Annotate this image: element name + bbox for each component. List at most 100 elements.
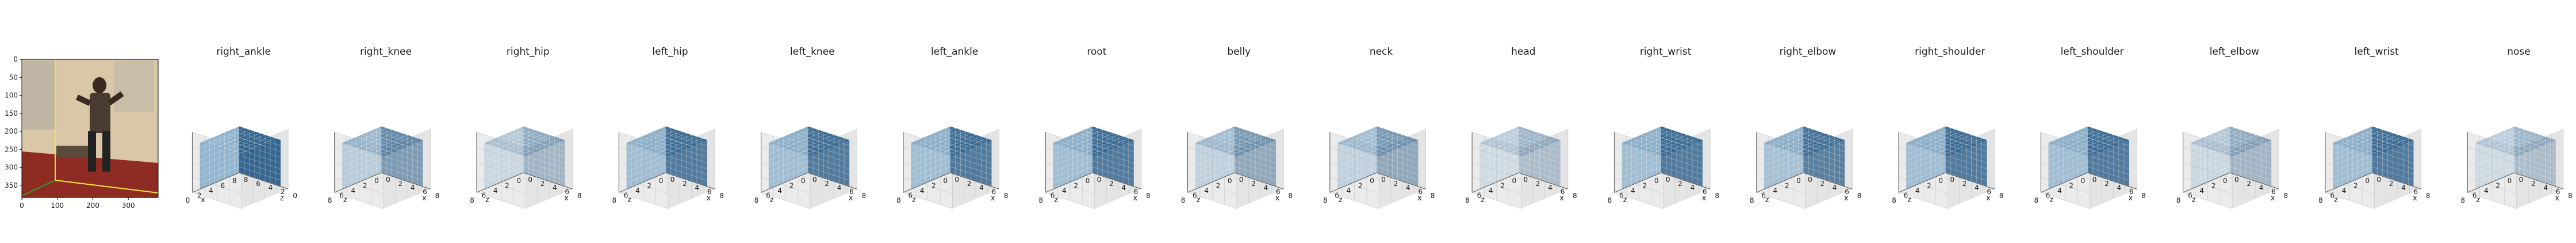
bottom-axis-label: z — [912, 196, 916, 204]
voxel-grid-line — [2058, 138, 2100, 153]
right-axis-tick: 2 — [2104, 180, 2109, 188]
y-tick-label: 0 — [13, 55, 18, 63]
voxel-front-face — [2230, 126, 2272, 187]
grid-line — [2183, 132, 2233, 149]
axis-line-right — [1092, 172, 1142, 189]
voxel-left-face — [2475, 126, 2514, 189]
voxel-grid-line — [351, 138, 394, 153]
bottom-axis-tick: 0 — [2365, 177, 2370, 185]
bottom-axis-tick: 8 — [232, 177, 237, 185]
right-axis-tick: 4 — [695, 184, 699, 192]
voxel-grid-line — [1519, 155, 1561, 169]
joint-title: root — [1087, 46, 1106, 58]
right-axis-tick: 8 — [1857, 192, 1862, 200]
voxel-grid-line — [239, 149, 281, 164]
voxel-grid-line — [209, 138, 251, 153]
axis-line-bottom — [903, 172, 950, 193]
voxel-grid-line — [626, 143, 666, 161]
axis-line-right — [949, 172, 999, 189]
voxel-grid-line — [239, 138, 281, 152]
voxel-grid-line — [1053, 132, 1092, 149]
voxel-grid-line — [808, 132, 850, 146]
axis-line-bottom — [1329, 172, 1377, 193]
voxel-grid-line — [631, 128, 672, 145]
grid-line — [476, 147, 526, 164]
voxel-grid-line — [1916, 138, 1958, 153]
voxel-grid-line — [1621, 155, 1662, 172]
right-axis-label: x — [1559, 194, 1564, 203]
bottom-axis-tick: 4 — [2484, 187, 2489, 195]
voxel-grid-line — [783, 136, 825, 151]
bottom-axis-tick: 0 — [1228, 177, 1232, 185]
voxel-grid-line — [1377, 155, 1419, 169]
bottom-axis-tick: 0 — [374, 177, 379, 185]
bottom-axis-tick: 6 — [2188, 192, 2192, 200]
joint-title: right_elbow — [1780, 46, 1837, 58]
voxel-grid-line — [925, 136, 967, 151]
voxel-grid-line — [2514, 138, 2556, 152]
voxel-grid-line — [2216, 134, 2256, 152]
voxel-grid-line — [2372, 166, 2414, 181]
y-tick-label: 50 — [9, 73, 18, 81]
voxel-grid-line — [371, 130, 413, 145]
bottom-axis-tick: 6 — [2046, 192, 2050, 200]
voxel-grid-line — [642, 131, 682, 149]
voxel-grid-line — [2087, 132, 2130, 146]
voxel-top-face — [2190, 126, 2272, 157]
voxel-grid-line — [915, 128, 956, 145]
bottom-axis-tick: 6 — [2330, 192, 2334, 200]
voxel-grid-line — [1226, 136, 1266, 154]
axis-line-bottom — [476, 172, 524, 193]
voxel-grid-line — [1911, 141, 1953, 155]
voxel-grid-line — [1229, 128, 1271, 143]
bottom-axis-tick: 4 — [1489, 187, 1493, 195]
voxel-grid-line — [381, 149, 423, 164]
photo-wall-panel — [114, 60, 154, 112]
voxel-grid-line — [1764, 161, 1804, 178]
bottom-axis-tick: 4 — [209, 187, 213, 195]
right-axis-tick: 8 — [435, 192, 440, 200]
voxel-grid-line — [2372, 143, 2414, 158]
bottom-axis-tick: 8 — [2034, 196, 2039, 204]
voxel-grid-line — [1940, 128, 1983, 143]
right-axis-tick: 4 — [411, 184, 415, 192]
voxel-grid-line — [1195, 143, 1235, 161]
voxel-top-face — [1479, 126, 1561, 157]
voxel-grid-line — [1519, 149, 1561, 164]
voxel-grid-line — [367, 134, 408, 152]
axis-line-right — [665, 172, 715, 189]
voxel-grid-line — [1769, 141, 1811, 155]
voxel-grid-line — [1234, 149, 1276, 164]
right-axis-label: x — [1986, 194, 1991, 203]
grid-line — [1187, 162, 1237, 179]
voxel-grid-line — [2200, 138, 2242, 153]
bottom-axis-tick: 4 — [635, 187, 640, 195]
voxel-grid-line — [1519, 143, 1561, 158]
voxel-grid-line — [2332, 138, 2372, 155]
axis-line-bottom — [1898, 172, 1946, 193]
voxel-front-face — [1092, 126, 1134, 187]
voxel-grid-line — [520, 138, 560, 155]
right-axis-tick: 4 — [2543, 184, 2548, 192]
voxel-grid-line — [1906, 149, 1946, 166]
voxel-grid-line — [626, 149, 666, 166]
axis-line-right — [1661, 172, 1711, 189]
bottom-axis-tick: 6 — [624, 192, 628, 200]
voxel-front-face — [1519, 126, 1561, 187]
bottom-axis-tick: 8 — [1038, 196, 1043, 204]
joint-title: right_shoulder — [1915, 46, 1985, 58]
person-leg-left — [88, 131, 96, 172]
bottom-axis-label: z — [770, 196, 774, 204]
voxel-grid-line — [2048, 132, 2088, 149]
bottom-axis-tick: 8 — [1181, 196, 1186, 204]
voxel-grid-line — [950, 161, 992, 175]
bottom-axis-tick: 0 — [186, 196, 190, 204]
voxel-grid-line — [2337, 141, 2379, 155]
voxel-grid-line — [1783, 134, 1826, 149]
right-axis-tick: 4 — [1690, 184, 1695, 192]
voxel-grid-line — [2514, 143, 2556, 158]
voxel-grid-line — [793, 132, 835, 147]
voxel-grid-line — [1627, 141, 1669, 155]
